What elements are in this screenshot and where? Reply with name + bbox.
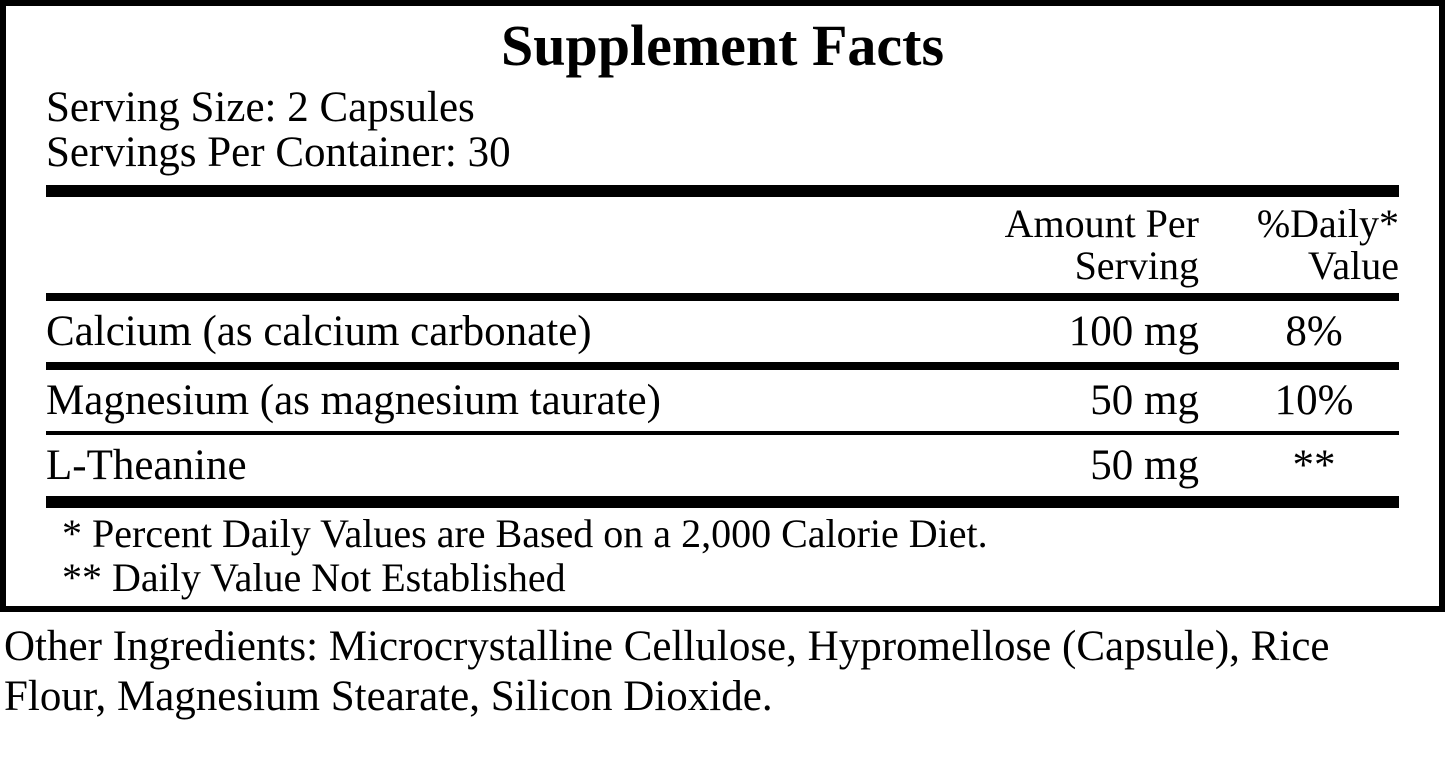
rule — [46, 185, 1399, 197]
header-dv-line1: %Daily* — [1199, 203, 1399, 245]
rule — [46, 293, 1399, 301]
other-ingredients: Other Ingredients: Microcrystalline Cell… — [0, 612, 1445, 721]
nutrient-name: Magnesium (as magnesium taurate) — [46, 376, 949, 425]
nutrient-dv: ** — [1229, 441, 1399, 490]
nutrient-dv: 8% — [1229, 307, 1399, 356]
table-row: Calcium (as calcium carbonate) 100 mg 8% — [46, 301, 1399, 362]
nutrient-amount: 50 mg — [949, 441, 1229, 490]
footnote-2: ** Daily Value Not Established — [62, 556, 1399, 600]
nutrient-amount: 100 mg — [949, 307, 1229, 356]
facts-panel: Supplement Facts Serving Size: 2 Capsule… — [0, 0, 1445, 612]
nutrient-name: L-Theanine — [46, 441, 949, 490]
header-dv-line2: Value — [1199, 245, 1399, 287]
servings-per-container: Servings Per Container: 30 — [46, 130, 1399, 175]
column-headers: Amount Per Serving %Daily* Value — [46, 197, 1399, 293]
panel-title: Supplement Facts — [6, 10, 1439, 85]
footnote-1: * Percent Daily Values are Based on a 2,… — [62, 512, 1399, 556]
table-row: Magnesium (as magnesium taurate) 50 mg 1… — [46, 370, 1399, 431]
nutrient-amount: 50 mg — [949, 376, 1229, 425]
table-row: L-Theanine 50 mg ** — [46, 435, 1399, 496]
header-amount: Amount Per Serving — [919, 203, 1199, 287]
nutrient-dv: 10% — [1229, 376, 1399, 425]
nutrient-name: Calcium (as calcium carbonate) — [46, 307, 949, 356]
header-dv: %Daily* Value — [1199, 203, 1399, 287]
rule — [46, 496, 1399, 508]
serving-size: Serving Size: 2 Capsules — [46, 85, 1399, 130]
header-amount-line1: Amount Per — [919, 203, 1199, 245]
header-spacer — [46, 203, 919, 287]
serving-block: Serving Size: 2 Capsules Servings Per Co… — [6, 85, 1439, 185]
header-amount-line2: Serving — [919, 245, 1199, 287]
footnotes: * Percent Daily Values are Based on a 2,… — [46, 508, 1399, 600]
facts-body: Amount Per Serving %Daily* Value Calcium… — [46, 185, 1399, 600]
rule — [46, 362, 1399, 370]
